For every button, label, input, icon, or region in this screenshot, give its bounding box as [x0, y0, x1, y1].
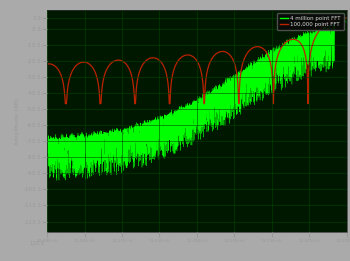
Y-axis label: Amplitude (dB): Amplitude (dB)	[15, 98, 20, 145]
Legend: 4 million point FFT, 100,000 point FFT: 4 million point FFT, 100,000 point FFT	[277, 13, 344, 30]
Text: 133.3: 133.3	[29, 241, 44, 246]
